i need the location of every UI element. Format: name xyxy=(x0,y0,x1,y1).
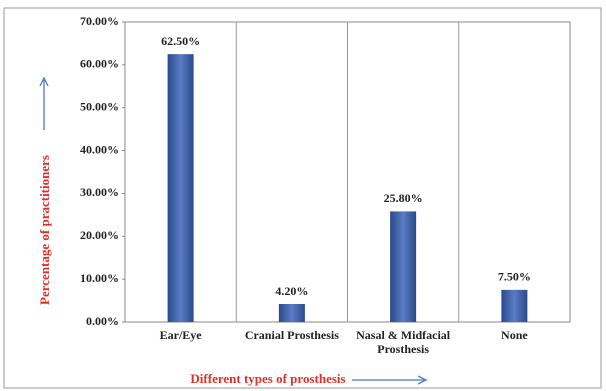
y-tick-label: 60.00% xyxy=(80,57,119,71)
bar xyxy=(278,304,305,322)
y-tick-label: 0.00% xyxy=(86,314,119,328)
x-tick-label: Cranial Prosthesis xyxy=(244,328,339,342)
data-label: 7.50% xyxy=(498,270,531,284)
chart-border xyxy=(3,7,602,389)
x-tick-label: None xyxy=(501,328,528,342)
x-tick-label: Ear/Eye xyxy=(159,328,202,342)
y-tick-label: 10.00% xyxy=(80,271,119,285)
y-tick-label: 20.00% xyxy=(80,228,119,242)
x-arrow-head xyxy=(417,375,428,385)
y-tick-label: 30.00% xyxy=(80,185,119,199)
bar xyxy=(390,211,417,322)
x-tick-label: Nasal & Midfacial Prosthesis xyxy=(356,328,451,356)
data-label: 62.50% xyxy=(161,34,200,48)
data-label: 25.80% xyxy=(384,191,423,205)
y-tick-label: 40.00% xyxy=(80,142,119,156)
y-tick-label: 50.00% xyxy=(80,99,119,113)
y-arrow-head xyxy=(39,76,49,87)
bar xyxy=(501,289,528,322)
y-tick-label: 70.00% xyxy=(80,14,119,28)
x-axis-label: Different types of prosthesis xyxy=(190,371,345,386)
y-axis-label: Percentage of practitioners xyxy=(37,155,52,305)
bar xyxy=(167,54,194,323)
data-label: 4.20% xyxy=(275,284,308,298)
